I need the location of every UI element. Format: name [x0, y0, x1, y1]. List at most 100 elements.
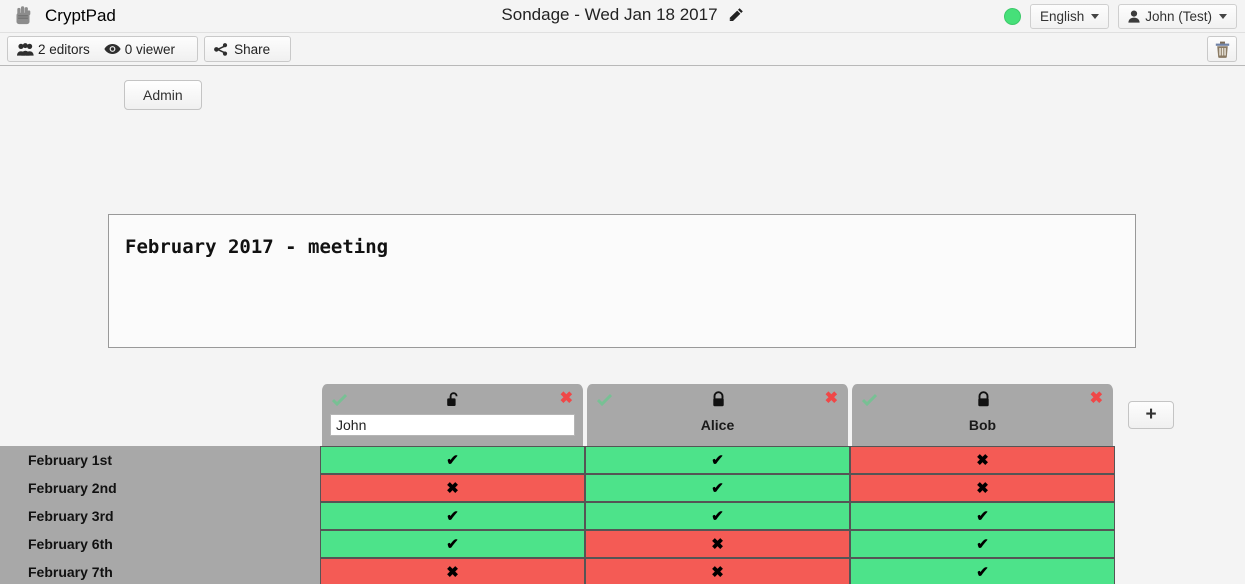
column-name-input-0[interactable] [330, 414, 575, 436]
column-controls-1: ✖ [587, 384, 848, 410]
poll-vote-cell-1-2[interactable]: ✔ [585, 502, 850, 530]
brand-name: CryptPad [45, 6, 116, 25]
check-icon: ✔ [976, 564, 989, 581]
check-icon[interactable] [597, 393, 612, 406]
check-icon[interactable] [332, 393, 347, 406]
admin-button[interactable]: Admin [124, 80, 202, 110]
poll-column-header-2: ✖ Bob [850, 384, 1115, 446]
share-icon [214, 42, 228, 56]
column-name-wrap-1: Alice [587, 410, 848, 446]
x-icon: ✖ [446, 480, 459, 497]
check-icon: ✔ [446, 508, 459, 525]
share-button[interactable]: Share [204, 36, 292, 62]
poll-table-body: February 1st ✔ ✔ ✖ February 2nd ✖ ✔ ✖ February 3… [0, 446, 1175, 584]
language-label: English [1039, 9, 1085, 24]
editors-group: 2 editors [17, 42, 90, 57]
check-icon: ✔ [976, 508, 989, 525]
check-icon: ✔ [711, 480, 724, 497]
padlock-closed-icon[interactable] [975, 390, 992, 408]
eye-icon [104, 44, 121, 54]
user-menu[interactable]: John (Test) [1118, 4, 1237, 29]
users-icon [17, 42, 34, 56]
poll-row-label: February 7th [0, 558, 320, 584]
poll-row: February 6th ✔ ✖ ✔ [0, 530, 1175, 558]
user-icon [1128, 10, 1140, 23]
poll-vote-cell-2-4[interactable]: ✔ [850, 558, 1115, 584]
add-column-cell: + [1115, 384, 1175, 446]
toolbar-top: CryptPad Sondage - Wed Jan 18 2017 Engli… [0, 0, 1245, 33]
pencil-icon[interactable] [728, 7, 744, 23]
x-icon[interactable]: ✖ [1089, 390, 1103, 407]
green-status-dot-icon [1003, 8, 1021, 25]
check-icon: ✔ [976, 536, 989, 553]
x-icon: ✖ [976, 452, 989, 469]
poll-vote-cell-1-0[interactable]: ✔ [585, 446, 850, 474]
document-title-area: Sondage - Wed Jan 18 2017 [0, 5, 1245, 25]
x-icon: ✖ [976, 480, 989, 497]
poll-vote-cell-2-2[interactable]: ✔ [850, 502, 1115, 530]
poll-vote-cell-0-2[interactable]: ✔ [320, 502, 585, 530]
poll-column-header-0: ✖ [320, 384, 585, 446]
toolbar-top-right: English John (Test) [1003, 4, 1237, 29]
padlock-open-icon[interactable] [445, 391, 462, 408]
delete-button[interactable] [1207, 36, 1237, 62]
poll-vote-cell-2-3[interactable]: ✔ [850, 530, 1115, 558]
check-icon: ✔ [711, 508, 724, 525]
column-controls-2: ✖ [852, 384, 1113, 410]
check-icon: ✔ [446, 536, 459, 553]
chevron-down-icon [1091, 14, 1100, 19]
poll-row: February 1st ✔ ✔ ✖ [0, 446, 1175, 474]
poll-vote-cell-2-0[interactable]: ✖ [850, 446, 1115, 474]
x-icon[interactable]: ✖ [824, 390, 838, 407]
poll-row-label: February 6th [0, 530, 320, 558]
document-title: Sondage - Wed Jan 18 2017 [501, 5, 718, 24]
add-column-button[interactable]: + [1128, 401, 1174, 429]
poll-header-row: ✖ [0, 384, 1175, 446]
x-icon: ✖ [711, 564, 724, 581]
description-textarea[interactable] [108, 214, 1136, 348]
column-name-wrap-2: Bob [852, 410, 1113, 446]
poll-vote-cell-0-4[interactable]: ✖ [320, 558, 585, 584]
main-content: Admin ✖ [0, 66, 1245, 584]
column-name-label-1: Alice [700, 417, 735, 433]
column-name-label-2: Bob [968, 417, 997, 433]
userlist-button[interactable]: 2 editors 0 viewer [7, 36, 199, 62]
brand: CryptPad [10, 3, 116, 29]
editors-count-label: 2 editors [38, 41, 90, 57]
x-icon: ✖ [446, 564, 459, 581]
poll-row: February 3rd ✔ ✔ ✔ [0, 502, 1175, 530]
column-controls-0: ✖ [322, 384, 583, 410]
poll-area: ✖ [0, 384, 1175, 584]
language-selector[interactable]: English [1029, 4, 1110, 29]
viewers-group: 0 viewer [104, 42, 175, 57]
padlock-closed-icon[interactable] [710, 390, 727, 408]
toolbar-bottom-left: 2 editors 0 viewer Share [7, 36, 292, 62]
user-label: John (Test) [1145, 9, 1212, 24]
poll-vote-cell-1-3[interactable]: ✖ [585, 530, 850, 558]
check-icon[interactable] [862, 393, 877, 406]
poll-row: February 7th ✖ ✖ ✔ [0, 558, 1175, 584]
raised-fist-logo-icon [16, 6, 31, 25]
trash-icon [1215, 41, 1229, 58]
viewers-count-label: 0 viewer [124, 41, 176, 57]
poll-vote-cell-1-1[interactable]: ✔ [585, 474, 850, 502]
poll-row: February 2nd ✖ ✔ ✖ [0, 474, 1175, 502]
x-icon: ✖ [711, 536, 724, 553]
column-name-wrap-0 [322, 410, 583, 446]
poll-table: ✖ [0, 384, 1175, 584]
poll-corner-cell [0, 384, 320, 446]
poll-vote-cell-0-0[interactable]: ✔ [320, 446, 585, 474]
toolbar-bottom: 2 editors 0 viewer Share [0, 33, 1245, 66]
check-icon: ✔ [711, 452, 724, 469]
poll-row-label: February 1st [0, 446, 320, 474]
poll-row-label: February 3rd [0, 502, 320, 530]
poll-vote-cell-0-1[interactable]: ✖ [320, 474, 585, 502]
chevron-down-icon [1219, 14, 1227, 19]
poll-table-head: ✖ [0, 384, 1175, 446]
poll-vote-cell-0-3[interactable]: ✔ [320, 530, 585, 558]
x-icon[interactable]: ✖ [559, 390, 573, 407]
poll-vote-cell-2-1[interactable]: ✖ [850, 474, 1115, 502]
share-label: Share [234, 41, 271, 57]
admin-row: Admin [0, 66, 1245, 110]
poll-vote-cell-1-4[interactable]: ✖ [585, 558, 850, 584]
